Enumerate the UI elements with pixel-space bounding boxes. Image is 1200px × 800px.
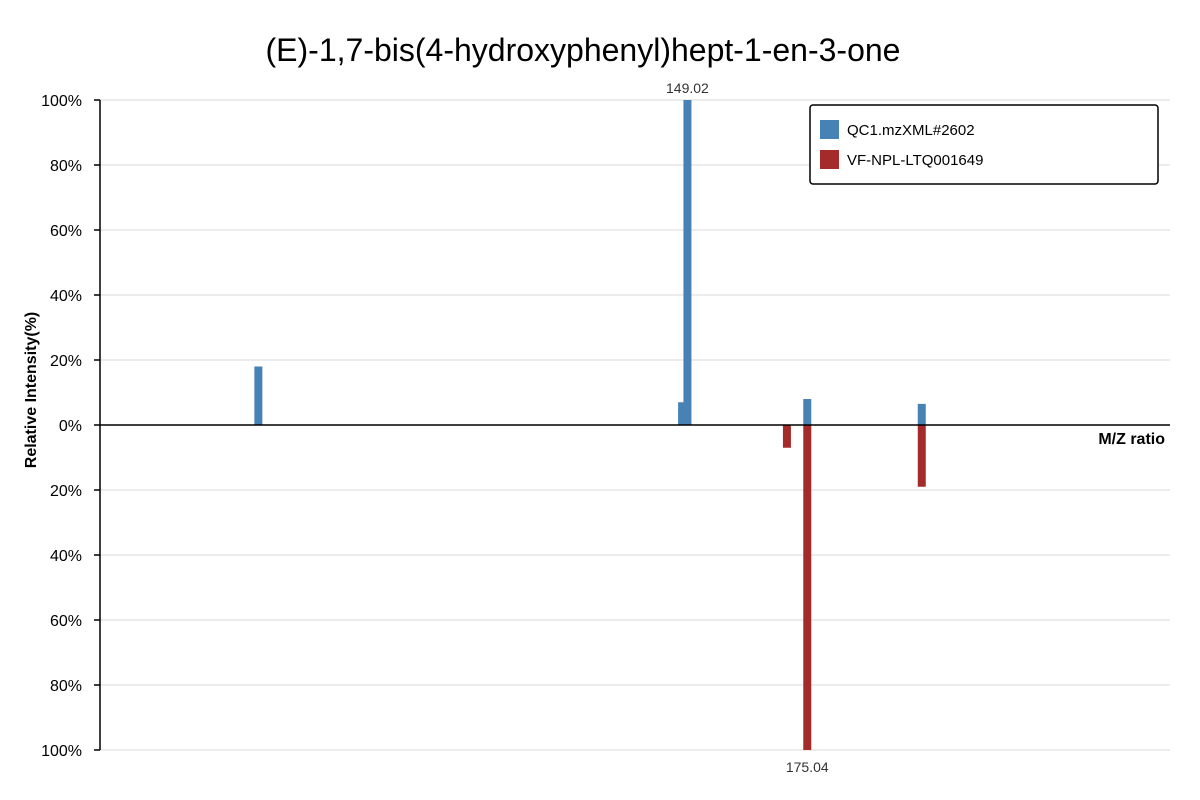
query-peak-bar bbox=[917, 403, 926, 425]
y-tick-label: 100% bbox=[41, 93, 82, 110]
y-tick-label: 60% bbox=[50, 613, 82, 630]
peak-mz-label: 175.04 bbox=[786, 759, 829, 775]
y-tick-label: 20% bbox=[50, 353, 82, 370]
y-tick-label: 20% bbox=[50, 483, 82, 500]
legend-box bbox=[809, 104, 1159, 185]
peak-labels: 149.02 175.04 bbox=[666, 80, 829, 775]
y-tick-label: 40% bbox=[50, 548, 82, 565]
x-axis-label: M/Z ratio bbox=[1098, 431, 1165, 448]
y-tick-label: 60% bbox=[50, 223, 82, 240]
y-tick-label: 80% bbox=[50, 678, 82, 695]
y-tick-label: 0% bbox=[59, 418, 82, 435]
legend-swatch bbox=[820, 150, 839, 169]
y-tick-label: 80% bbox=[50, 158, 82, 175]
peaks bbox=[254, 100, 926, 750]
query-peak-bar bbox=[254, 366, 263, 425]
legend: QC1.mzXML#2602 VF-NPL-LTQ001649 bbox=[809, 104, 1159, 185]
query-peak-bar bbox=[678, 402, 687, 425]
query-peak-bar bbox=[683, 100, 692, 425]
chart-title: (E)-1,7-bis(4-hydroxyphenyl)hept-1-en-3-… bbox=[266, 32, 901, 68]
legend-label: VF-NPL-LTQ001649 bbox=[847, 152, 983, 169]
legend-swatch bbox=[820, 120, 839, 139]
y-tick-labels: 100% 80% 60% 40% 20% 0% 20% 40% 60% 80% 100% bbox=[41, 93, 100, 760]
reference-peak-bar bbox=[917, 425, 926, 487]
y-axis-label: Relative Intensity(%) bbox=[23, 312, 40, 468]
reference-peak-bar bbox=[782, 425, 791, 448]
reference-peak-bar bbox=[803, 425, 812, 750]
query-peak-bar bbox=[803, 399, 812, 425]
peak-mz-label: 149.02 bbox=[666, 80, 709, 96]
y-tick-label: 100% bbox=[41, 743, 82, 760]
y-tick-label: 40% bbox=[50, 288, 82, 305]
grid-lines bbox=[100, 99, 1170, 751]
legend-label: QC1.mzXML#2602 bbox=[847, 122, 975, 139]
